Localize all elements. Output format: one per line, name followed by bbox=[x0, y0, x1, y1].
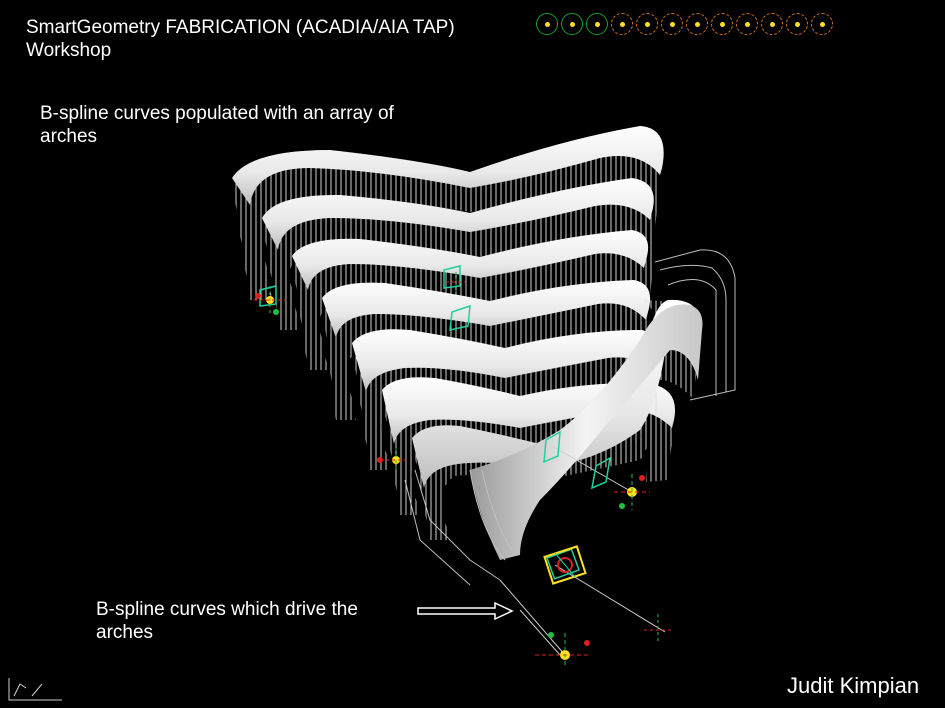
nav-dot-7[interactable] bbox=[686, 13, 708, 35]
control-handle bbox=[644, 614, 672, 642]
nav-dot-5[interactable] bbox=[636, 13, 658, 35]
caption-top: B-spline curves populated with an array … bbox=[40, 103, 394, 147]
nav-dot-10[interactable] bbox=[761, 13, 783, 35]
right-arrow-icon bbox=[417, 601, 514, 621]
control-handle bbox=[377, 448, 410, 472]
caption-bottom: B-spline curves which drive the arches bbox=[96, 599, 358, 643]
nav-dot-9[interactable] bbox=[736, 13, 758, 35]
ucs-axis-icon bbox=[8, 678, 62, 701]
nav-dot-3[interactable] bbox=[586, 13, 608, 35]
slide-navigation bbox=[536, 13, 833, 35]
arch-bands bbox=[232, 126, 703, 561]
control-handle bbox=[535, 632, 590, 665]
selected-control-handle bbox=[543, 545, 587, 585]
control-handles bbox=[254, 272, 672, 665]
author-name: Judit Kimpian bbox=[787, 673, 920, 698]
control-handle bbox=[254, 286, 286, 315]
nav-dot-11[interactable] bbox=[786, 13, 808, 35]
nav-dot-12[interactable] bbox=[811, 13, 833, 35]
nav-dot-2[interactable] bbox=[561, 13, 583, 35]
nav-dot-6[interactable] bbox=[661, 13, 683, 35]
slide-title: SmartGeometry FABRICATION (ACADIA/AIA TA… bbox=[26, 17, 455, 61]
control-handle bbox=[614, 474, 650, 510]
nav-dot-1[interactable] bbox=[536, 13, 558, 35]
nav-dot-8[interactable] bbox=[711, 13, 733, 35]
nav-dot-4[interactable] bbox=[611, 13, 633, 35]
control-frames bbox=[259, 265, 611, 580]
